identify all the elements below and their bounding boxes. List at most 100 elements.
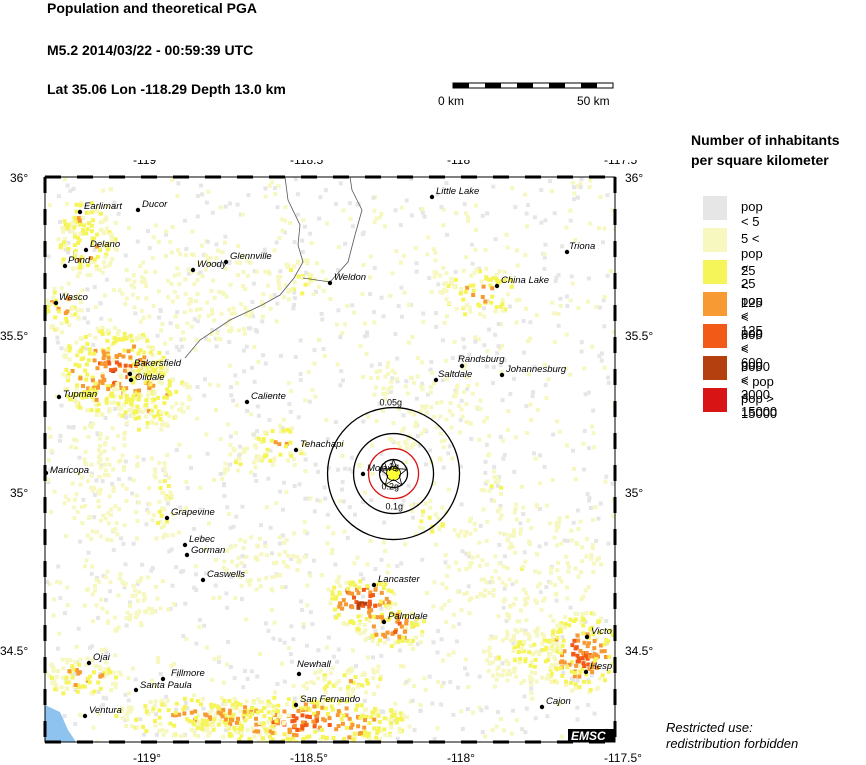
population-cell <box>67 371 72 376</box>
population-cell <box>328 698 333 703</box>
population-cell <box>199 702 203 707</box>
population-cell <box>359 601 364 606</box>
population-cell <box>272 561 277 566</box>
population-cell <box>65 309 70 314</box>
population-cell <box>470 261 475 266</box>
population-cell <box>187 394 191 399</box>
population-cell <box>98 534 103 539</box>
population-cell <box>93 493 97 497</box>
population-cell <box>499 304 503 309</box>
population-cell <box>594 653 599 658</box>
population-cell <box>502 453 507 457</box>
population-cell <box>197 261 202 265</box>
population-cell <box>196 713 201 718</box>
population-cell <box>487 327 491 332</box>
population-cell <box>223 461 228 466</box>
population-cell <box>116 434 121 438</box>
population-cell <box>166 279 171 283</box>
population-cell <box>116 401 121 406</box>
population-cell <box>157 364 162 369</box>
population-cell <box>92 259 97 264</box>
population-cell <box>185 385 190 390</box>
population-cell <box>91 218 96 223</box>
population-cell <box>336 679 341 684</box>
population-cell <box>290 719 295 724</box>
population-cell <box>404 618 409 623</box>
population-cell <box>292 463 297 468</box>
population-cell <box>442 320 447 325</box>
population-cell <box>453 277 458 282</box>
population-cell <box>334 322 339 327</box>
population-cell <box>405 639 410 643</box>
population-cell <box>508 541 513 546</box>
population-cell <box>434 324 439 329</box>
population-cell <box>74 209 79 214</box>
population-cell <box>136 351 141 356</box>
population-cell <box>314 718 319 723</box>
population-cell <box>341 713 346 718</box>
population-cell <box>210 327 215 332</box>
population-cell <box>336 709 341 714</box>
population-cell <box>523 659 528 664</box>
population-cell <box>569 676 574 681</box>
epicenter-marker <box>386 466 401 481</box>
population-cell <box>309 241 314 245</box>
population-cell <box>105 247 110 252</box>
population-cell <box>348 679 353 684</box>
population-cell <box>420 360 425 365</box>
population-cell <box>158 359 163 364</box>
population-cell <box>321 289 326 293</box>
population-cell <box>523 559 528 564</box>
population-cell <box>233 430 238 435</box>
population-cell <box>68 346 72 351</box>
population-cell <box>262 705 267 710</box>
population-cell <box>96 448 101 452</box>
population-cell <box>377 362 382 367</box>
population-cell <box>424 591 429 596</box>
population-cell <box>166 295 171 300</box>
population-cell <box>130 404 135 409</box>
population-cell <box>554 275 559 280</box>
population-cell <box>168 336 173 341</box>
population-cell <box>51 597 56 602</box>
population-cell <box>505 629 510 634</box>
population-cell <box>74 202 79 207</box>
population-cell <box>364 351 369 356</box>
population-cell <box>229 311 234 316</box>
population-cell <box>74 438 79 443</box>
population-cell <box>572 185 576 190</box>
population-cell <box>89 223 94 228</box>
population-cell <box>467 519 472 524</box>
population-cell <box>88 645 92 650</box>
population-cell <box>395 720 400 725</box>
population-cell <box>444 314 449 319</box>
population-cell <box>509 278 514 283</box>
population-cell <box>330 592 335 596</box>
population-cell <box>284 702 289 707</box>
population-cell <box>322 485 327 490</box>
population-cell <box>569 669 574 674</box>
population-cell <box>241 546 246 551</box>
population-cell <box>486 277 491 282</box>
population-cell <box>98 686 103 691</box>
population-cell <box>110 233 115 238</box>
population-cell <box>548 580 553 585</box>
population-cell <box>420 526 425 531</box>
population-cell <box>212 703 217 708</box>
population-cell <box>268 448 273 453</box>
population-cell <box>198 485 203 490</box>
population-cell <box>529 417 534 422</box>
population-cell <box>617 655 621 659</box>
population-cell <box>135 239 140 244</box>
population-cell <box>170 583 175 588</box>
population-cell <box>128 355 133 360</box>
population-cell <box>335 362 340 367</box>
population-cell <box>162 341 167 346</box>
population-cell <box>445 377 450 382</box>
population-cell <box>444 417 449 422</box>
population-cell <box>513 627 518 632</box>
population-cell <box>52 290 57 295</box>
population-cell <box>92 515 97 520</box>
population-cell <box>160 728 165 733</box>
population-cell <box>357 464 362 469</box>
